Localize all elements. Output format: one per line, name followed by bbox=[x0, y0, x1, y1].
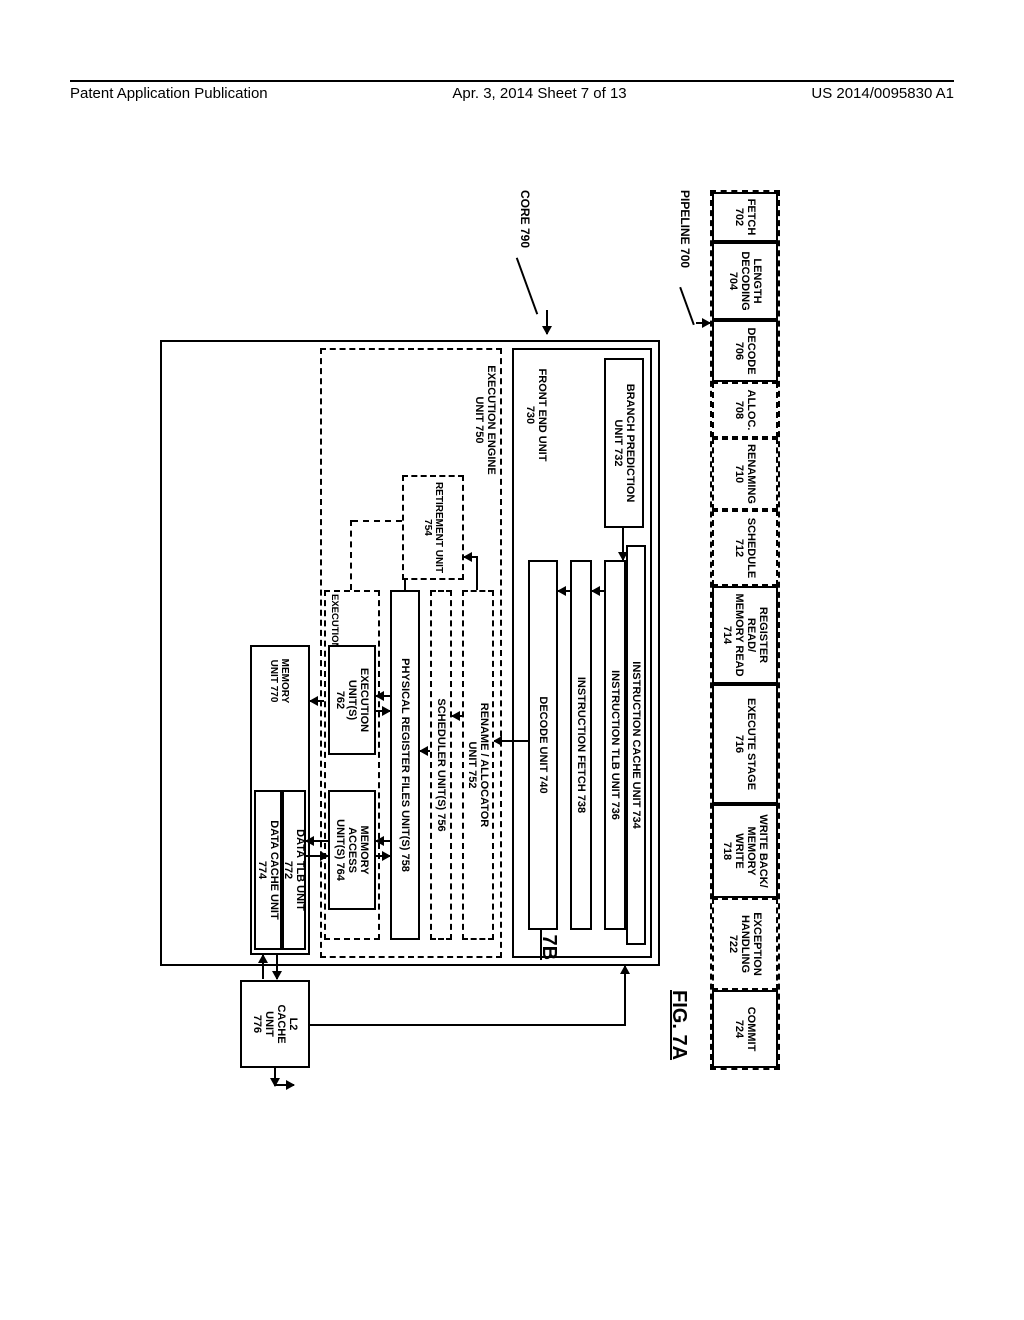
stage-alloc: ALLOC. 708 bbox=[712, 382, 778, 438]
stage-wb: WRITE BACK/ MEMORY WRITE 718 bbox=[712, 804, 778, 898]
core-label: CORE 790 bbox=[518, 190, 532, 248]
header-right: US 2014/0095830 A1 bbox=[811, 85, 954, 102]
dcache-unit: DATA CACHE UNIT 774 bbox=[254, 790, 282, 950]
pipeline-label: PIPELINE 700 bbox=[678, 190, 692, 268]
page-header: Patent Application Publication Apr. 3, 2… bbox=[70, 80, 954, 102]
diagram-rotated: FETCH 702 LENGTH DECODING 704 DECODE 706… bbox=[140, 190, 780, 1090]
page: Patent Application Publication Apr. 3, 2… bbox=[0, 0, 1024, 1320]
fig7a-label: FIG. 7A bbox=[667, 990, 690, 1060]
diagram-wrap: FETCH 702 LENGTH DECODING 704 DECODE 706… bbox=[140, 190, 780, 1090]
stage-exc: EXCEPTION HANDLING 722 bbox=[712, 898, 778, 990]
rename-alloc-unit: RENAME / ALLOCATOR UNIT 752 bbox=[462, 590, 494, 940]
header-left: Patent Application Publication bbox=[70, 85, 268, 102]
mem-access-units: MEMORY ACCESS UNIT(S) 764 bbox=[328, 790, 376, 910]
dtlb-unit: DATA TLB UNIT 772 bbox=[282, 790, 306, 950]
stage-exec: EXECUTE STAGE 716 bbox=[712, 684, 778, 804]
header-mid: Apr. 3, 2014 Sheet 7 of 13 bbox=[452, 85, 626, 102]
line-ra-retire bbox=[476, 556, 478, 590]
scheduler-unit: SCHEDULER UNIT(S) 756 bbox=[430, 590, 452, 940]
itlb-unit: INSTRUCTION TLB UNIT 736 bbox=[604, 560, 626, 930]
arrow-branch-itlb bbox=[622, 528, 624, 560]
stage-fetch: FETCH 702 bbox=[712, 192, 778, 242]
arrow-itlb-ifetch bbox=[592, 590, 604, 592]
mu-label: MEMORY UNIT 770 bbox=[264, 646, 294, 716]
stage-decode: DECODE 706 bbox=[712, 320, 778, 382]
stage-sched: SCHEDULE 712 bbox=[712, 510, 778, 586]
arrow-ifetch-decode bbox=[558, 590, 570, 592]
arrow-decode-ra bbox=[494, 740, 528, 742]
stage-length: LENGTH DECODING 704 bbox=[712, 242, 778, 320]
branch-predict: BRANCH PREDICTION UNIT 732 bbox=[604, 358, 644, 528]
decode-unit: DECODE UNIT 740 bbox=[528, 560, 558, 930]
arrow-ra-retire bbox=[464, 556, 478, 558]
stage-regread: REGISTER READ/ MEMORY READ 714 bbox=[712, 586, 778, 684]
stage-commit: COMMIT 724 bbox=[712, 990, 778, 1068]
ee-label: EXECUTION ENGINE UNIT 750 bbox=[470, 350, 500, 490]
execution-units: EXECUTION UNIT(S) 762 bbox=[328, 645, 376, 755]
fe-label: FRONT END UNIT 730 bbox=[520, 350, 552, 480]
arrow-ra-sched bbox=[452, 715, 462, 717]
prf-unit: PHYSICAL REGISTER FILES UNIT(S) 758 bbox=[390, 590, 420, 940]
stage-rename: RENAMING 710 bbox=[712, 438, 778, 510]
ifetch-unit: INSTRUCTION FETCH 738 bbox=[570, 560, 592, 930]
retirement-unit: RETIREMENT UNIT 754 bbox=[402, 475, 464, 580]
icache-unit: INSTRUCTION CACHE UNIT 734 bbox=[626, 545, 646, 945]
l2-cache-unit: L2 CACHE UNIT 776 bbox=[240, 980, 310, 1068]
